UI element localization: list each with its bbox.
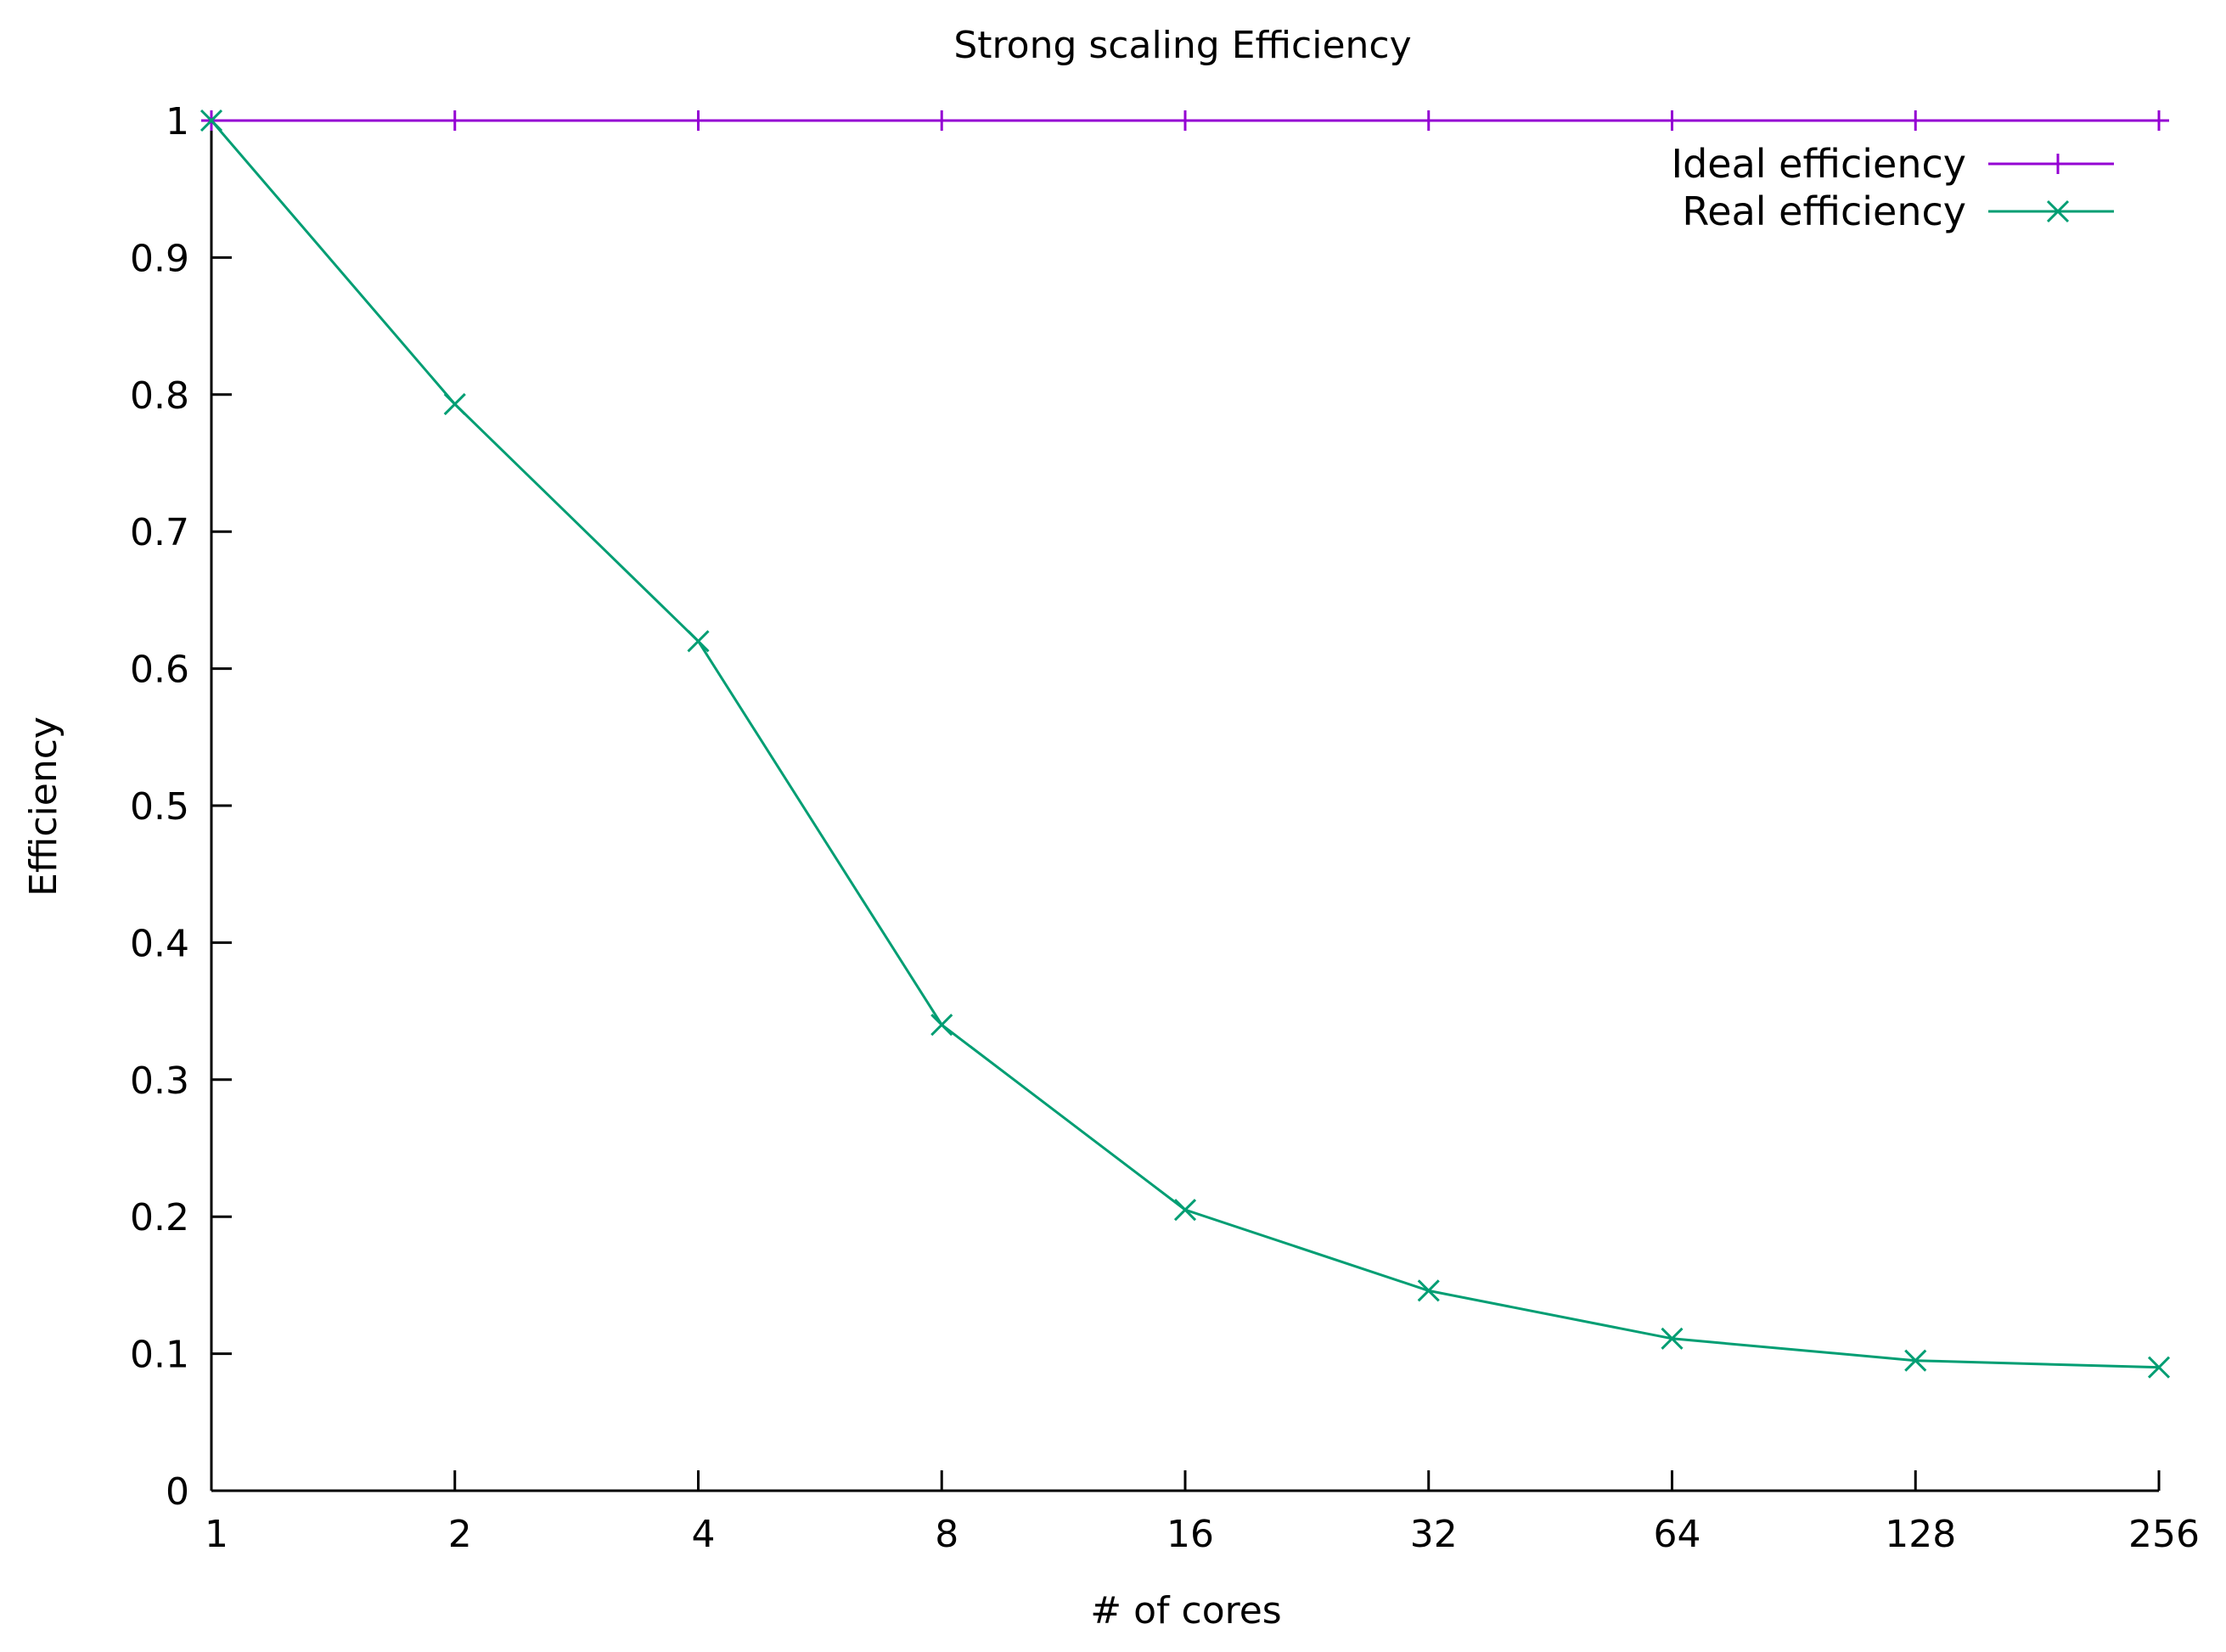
x-tick-label: 8 [935, 1513, 958, 1556]
data-point-series-2 [1173, 1199, 1197, 1222]
x-tick-label: 16 [1166, 1513, 1214, 1556]
data-point-series-2 [443, 393, 466, 416]
y-tick-label: 0.1 [130, 1334, 189, 1377]
y-axis-title: Efficiency [22, 716, 65, 896]
legend-label-1: Ideal efficiency [1672, 141, 1966, 187]
data-point-series-2 [930, 1014, 953, 1037]
data-point-series-1 [1905, 110, 1926, 131]
data-point-series-2 [1661, 1327, 1684, 1350]
data-point-series-2 [1417, 1279, 1440, 1302]
y-tick-label: 0.3 [130, 1059, 189, 1103]
x-tick-label: 32 [1410, 1513, 1458, 1556]
y-tick-label: 0.4 [130, 922, 189, 965]
y-tick-label: 0.2 [130, 1196, 189, 1239]
data-point-series-1 [1418, 110, 1439, 131]
y-tick-label: 0.9 [130, 237, 189, 280]
x-tick-label: 64 [1654, 1513, 1701, 1556]
x-tick-label: 2 [448, 1513, 472, 1556]
data-point-series-1 [931, 110, 953, 131]
x-tick-label: 128 [1885, 1513, 1956, 1556]
x-tick-label: 4 [692, 1513, 716, 1556]
data-point-series-2 [687, 630, 710, 653]
legend-label-2: Real efficiency [1682, 188, 1966, 234]
x-tick-label: 1 [205, 1513, 228, 1556]
data-point-series-1 [1661, 110, 1683, 131]
y-tick-label: 0.7 [130, 511, 189, 554]
x-tick-label: 256 [2128, 1513, 2200, 1556]
y-tick-label: 0.6 [130, 649, 189, 692]
x-axis-title: # of cores [1090, 1589, 1281, 1632]
legend-marker-1 [2048, 154, 2068, 174]
legend-marker-2 [2046, 199, 2070, 223]
data-point-series-1 [2149, 110, 2169, 131]
data-point-series-2 [1904, 1349, 1927, 1372]
data-point-series-2 [200, 109, 223, 132]
series-group [200, 109, 2171, 1379]
y-tick-label: 0.8 [130, 374, 189, 418]
data-point-series-1 [1175, 110, 1195, 131]
data-point-series-1 [688, 110, 709, 131]
y-tick-label: 0 [166, 1470, 189, 1514]
data-point-series-2 [2147, 1356, 2171, 1379]
y-tick-label: 1 [166, 100, 189, 143]
series-line-2 [210, 120, 2160, 1369]
axes: 0 0.1 0.2 0.3 0.4 0.5 0.6 0.7 0.8 0.9 1 1 2 4 8 16 32 64 1… [130, 100, 2200, 1556]
y-tick-label: 0.5 [130, 785, 189, 829]
chart-title: Strong scaling Efficiency [953, 24, 1411, 67]
data-point-series-1 [444, 110, 465, 131]
